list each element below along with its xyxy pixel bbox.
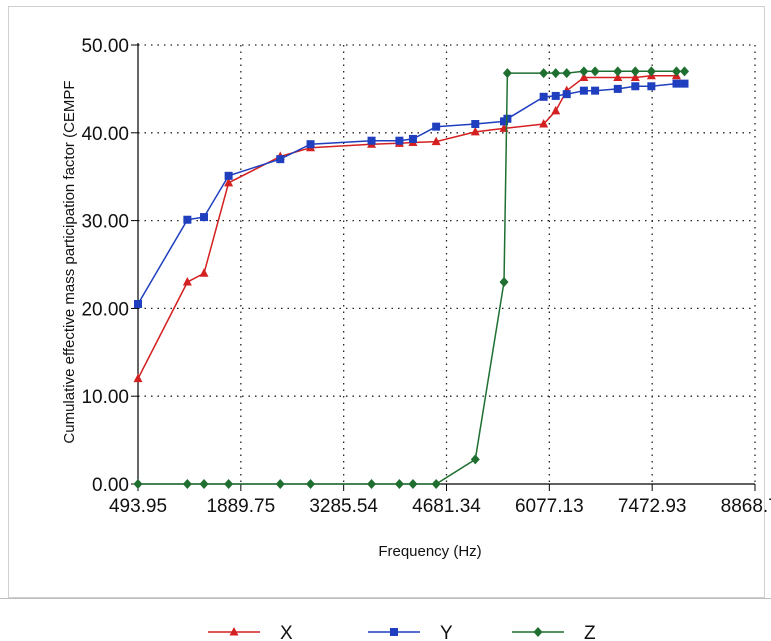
y-tick-label: 40.00	[81, 124, 129, 145]
data-point-x	[224, 177, 234, 187]
data-point-z	[224, 479, 234, 489]
series-line-y	[137, 82, 685, 305]
series-line-x	[137, 74, 677, 379]
y-tick-label: 30.00	[81, 212, 129, 233]
data-point-x	[431, 136, 441, 146]
data-point-x	[630, 72, 640, 81]
x-tick-label: 7472.93	[618, 496, 687, 517]
data-point-z	[646, 66, 656, 77]
data-point-y	[367, 136, 376, 145]
data-point-y	[432, 122, 441, 131]
data-point-y	[395, 136, 404, 145]
data-point-z	[182, 479, 192, 489]
data-point-y	[551, 91, 560, 100]
legend-item-y: Y	[368, 623, 453, 641]
x-tick-label: 4681.34	[412, 496, 481, 517]
data-point-z	[275, 479, 285, 489]
data-point-z	[613, 66, 623, 77]
data-point-z	[306, 479, 316, 489]
data-point-z	[562, 68, 572, 79]
data-point-y	[647, 82, 656, 91]
data-point-z	[579, 66, 589, 77]
data-point-y	[408, 134, 417, 143]
legend-item-x: X	[208, 623, 293, 641]
data-point-z	[394, 479, 404, 489]
y-axis-title: Cumulative effective mass participation …	[61, 80, 78, 443]
x-axis-title: Frequency (Hz)	[378, 543, 481, 560]
data-point-y	[591, 86, 600, 95]
x-tick-label: 8868.73	[721, 496, 771, 517]
data-point-z	[551, 68, 561, 79]
data-point-y	[680, 79, 689, 88]
data-point-z	[470, 454, 480, 465]
y-tick-label: 20.00	[81, 299, 129, 320]
data-point-x	[539, 119, 549, 128]
series-x	[133, 70, 681, 383]
data-point-x	[182, 277, 192, 286]
data-point-y	[200, 213, 209, 222]
chart-legend: X Y Z	[208, 623, 596, 641]
data-point-x	[199, 268, 209, 277]
data-point-z	[499, 277, 509, 288]
data-point-y	[471, 120, 480, 129]
panel-divider	[0, 598, 771, 599]
data-point-y	[562, 90, 571, 99]
series-z	[133, 66, 690, 489]
data-point-y	[631, 82, 640, 91]
data-point-z	[199, 479, 209, 489]
x-axis-ticks: 493.95 1889.75 3285.54 4681.34 6077.13 7472.9…	[109, 484, 771, 517]
x-tick-label: 3285.54	[309, 496, 378, 517]
data-point-y	[183, 215, 192, 224]
legend-marker-x	[229, 627, 239, 636]
legend-label-x: X	[280, 623, 293, 641]
x-tick-label: 1889.75	[206, 496, 275, 517]
data-point-z	[431, 479, 441, 489]
data-point-z	[630, 66, 640, 77]
data-point-z	[680, 66, 690, 77]
data-point-x	[551, 105, 561, 115]
y-tick-label: 50.00	[81, 36, 129, 57]
legend-item-z: Z	[512, 623, 596, 641]
legend-marker-z	[533, 627, 543, 637]
data-point-y	[134, 300, 142, 309]
data-point-z	[408, 479, 418, 489]
data-point-x	[613, 72, 623, 81]
legend-label-z: Z	[584, 623, 596, 641]
data-point-y	[579, 86, 588, 95]
data-point-x	[470, 126, 480, 136]
data-point-z	[590, 66, 600, 77]
series-y	[134, 79, 689, 309]
data-point-z	[671, 66, 681, 77]
data-point-y	[613, 84, 622, 93]
data-point-y	[306, 140, 315, 149]
data-point-y	[276, 155, 285, 164]
legend-marker-y	[390, 628, 398, 636]
y-tick-label: 10.00	[81, 387, 129, 408]
data-point-x	[579, 72, 589, 81]
data-point-z	[367, 479, 377, 489]
data-point-y	[672, 79, 681, 88]
x-tick-label: 493.95	[109, 496, 167, 517]
data-point-z	[539, 68, 549, 79]
data-point-x	[133, 373, 143, 383]
legend-label-y: Y	[440, 623, 453, 641]
y-axis-ticks: 0.00 10.00 20.00 30.00 40.00 50.00	[81, 36, 138, 496]
x-tick-label: 6077.13	[515, 496, 584, 517]
y-tick-label: 0.00	[92, 475, 129, 496]
data-point-z	[133, 479, 143, 489]
axes	[137, 43, 755, 485]
grid-lines	[138, 44, 756, 484]
data-point-y	[224, 171, 233, 180]
data-point-y	[539, 92, 548, 101]
data-point-z	[502, 68, 512, 79]
data-series	[133, 66, 690, 489]
